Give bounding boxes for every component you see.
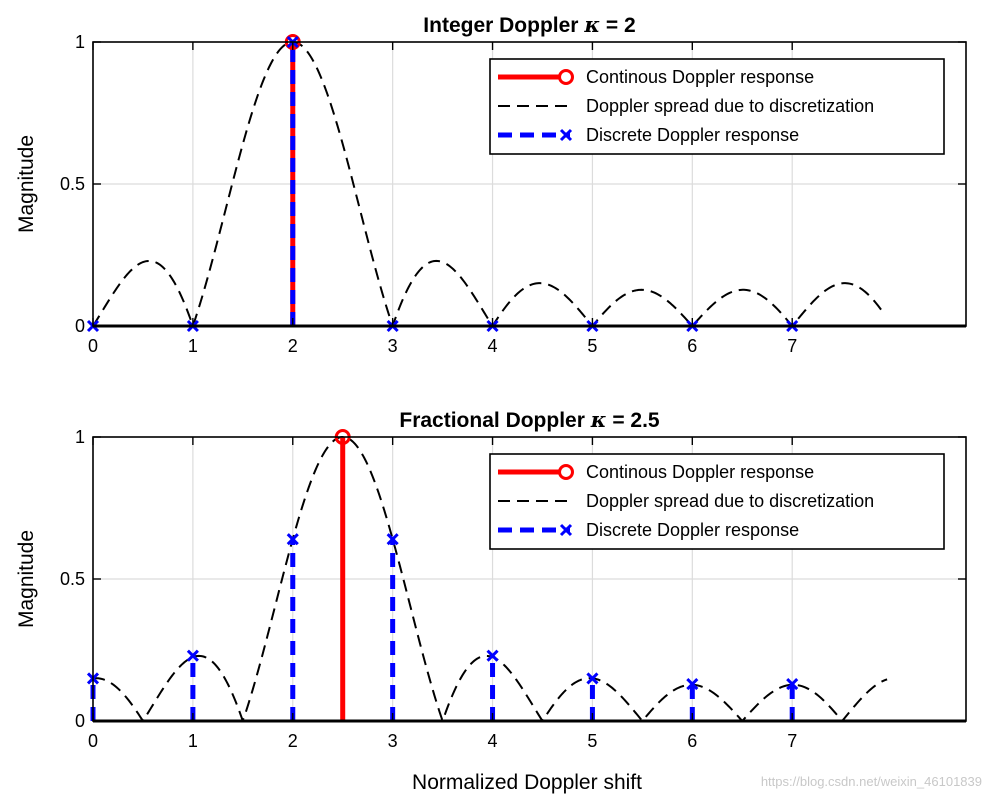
- watermark: https://blog.csdn.net/weixin_46101839: [761, 774, 982, 789]
- chart-0-legend-marker-continuous: [558, 69, 574, 85]
- chart-0-x-tick-label: 2: [288, 336, 298, 356]
- chart-1-discrete-marker: [286, 533, 299, 546]
- chart-0-x-tick-label: 3: [388, 336, 398, 356]
- fractional-doppler-panel: 0 1 2 3 4 5 6 7 0 0.5 1 Fractional Doppler κ = 2.5 M…: [15, 407, 967, 751]
- chart-0-x-tick-label: 4: [488, 336, 498, 356]
- chart-0-x-tick-label: 5: [587, 336, 597, 356]
- chart-0-y-tick-label: 0: [75, 316, 85, 336]
- chart-1-legend: Continous Doppler response Doppler spread…: [489, 453, 945, 550]
- chart-0-x-tick-label: 1: [188, 336, 198, 356]
- chart-1-x-tick-label: 7: [787, 731, 797, 751]
- chart-1-discrete-marker: [786, 678, 799, 691]
- chart-1-discrete-marker: [586, 672, 599, 685]
- chart-0-legend-label: Discrete Doppler response: [586, 125, 799, 145]
- chart-1-legend-label: Continous Doppler response: [586, 462, 814, 482]
- chart-1-discrete-marker: [186, 649, 199, 662]
- chart-1-x-tick-label: 1: [188, 731, 198, 751]
- chart-0-y-tick-label: 0.5: [60, 174, 85, 194]
- chart-1-x-tick-label: 2: [288, 731, 298, 751]
- chart-1-legend-label: Discrete Doppler response: [586, 520, 799, 540]
- chart-1-legend-marker-discrete: [559, 523, 573, 537]
- chart-1-x-tick-label: 0: [88, 731, 98, 751]
- chart-1-y-tick-label: 0.5: [60, 569, 85, 589]
- chart-0-legend-label: Doppler spread due to discretization: [586, 96, 874, 116]
- chart-0-y-tick-label: 1: [75, 32, 85, 52]
- chart-1-y-tick-label: 0: [75, 711, 85, 731]
- chart-1-y-tick-label: 1: [75, 427, 85, 447]
- chart-0-x-tick-label: 0: [88, 336, 98, 356]
- chart-1-x-tick-label: 6: [687, 731, 697, 751]
- chart-0-legend-label: Continous Doppler response: [586, 67, 814, 87]
- x-axis-label: Normalized Doppler shift: [412, 771, 642, 794]
- chart-0-x-tick-label: 6: [687, 336, 697, 356]
- chart-1-discrete-marker: [486, 649, 499, 662]
- chart-1-x-tick-label: 5: [587, 731, 597, 751]
- chart-1-legend-label: Doppler spread due to discretization: [586, 491, 874, 511]
- chart-0-y-axis-label: Magnitude: [15, 135, 38, 233]
- integer-doppler-panel: 0 1 2 3 4 5 6 7 0 0.5 1 Integer Doppler κ = 2 Magnit…: [15, 12, 967, 356]
- chart-1-legend-marker-continuous: [558, 464, 574, 480]
- chart-1-title: Fractional Doppler κ = 2.5: [399, 407, 660, 432]
- chart-0-legend-marker-discrete: [559, 128, 573, 142]
- chart-1-discrete-marker: [686, 678, 699, 691]
- chart-0-legend: Continous Doppler response Doppler spread…: [489, 58, 945, 155]
- chart-1-x-tick-label: 3: [388, 731, 398, 751]
- chart-0-doppler-spread-line: [92, 40, 883, 329]
- chart-1-discrete-marker: [386, 533, 399, 546]
- chart-0-title: Integer Doppler κ = 2: [423, 12, 635, 37]
- chart-1-y-axis-label: Magnitude: [15, 530, 38, 628]
- chart-1-x-tick-label: 4: [488, 731, 498, 751]
- chart-0-x-tick-label: 7: [787, 336, 797, 356]
